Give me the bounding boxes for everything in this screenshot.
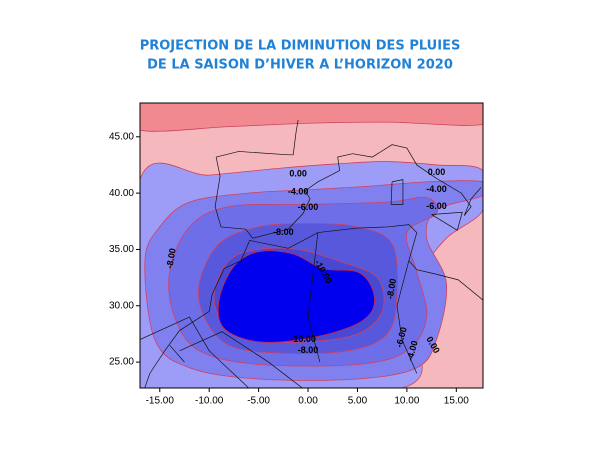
x-tick-label: 0.00 — [298, 396, 318, 407]
contour-label: -10.00 — [290, 334, 316, 344]
y-tick-label: 45.00 — [109, 131, 134, 142]
coastline — [216, 119, 299, 158]
y-tick-label: 40.00 — [109, 188, 134, 199]
plot-area: 0.00 0.00-4.00 -4.00-6.00 -6.00-8.00-8.00 -1… — [109, 102, 484, 407]
x-tick-label: 5.00 — [348, 396, 368, 407]
coastline — [307, 232, 321, 363]
y-tick-label: 30.00 — [109, 300, 134, 311]
contour-label: -8.00 — [385, 278, 398, 300]
contour-band — [217, 250, 375, 343]
contour-label: -4.00 — [288, 186, 309, 196]
chart-title: DE LA SAISON D’HIVER A L’HORIZON 2020 — [147, 58, 453, 73]
x-tick-label: -10.00 — [195, 396, 224, 407]
chart-title: PROJECTION DE LA DIMINUTION DES PLUIES — [140, 39, 461, 54]
y-tick-label: 25.00 — [109, 357, 134, 368]
contour-band — [140, 103, 483, 132]
contour-label: 0.00 — [289, 168, 307, 178]
coastline — [169, 344, 185, 363]
plot-border — [139, 102, 484, 389]
coastline — [140, 316, 249, 388]
coastline — [214, 144, 482, 239]
contour-label: -8.00 — [164, 247, 177, 269]
contour-label: 0.00 — [428, 167, 446, 177]
x-tick-label: 15.00 — [444, 396, 469, 407]
contour-label: -6.00 — [298, 202, 319, 212]
x-tick-label: -5.00 — [247, 396, 270, 407]
contour-label: -6.00 — [426, 201, 447, 211]
contour-label: -4.00 — [426, 184, 447, 194]
y-tick-label: 35.00 — [109, 244, 134, 255]
coastline — [179, 331, 303, 388]
coastline — [390, 179, 404, 205]
coastline — [144, 224, 483, 388]
contour-label: -8.00 — [273, 227, 294, 237]
contour-label: -8.00 — [298, 345, 319, 355]
coastline — [396, 260, 418, 374]
contour-layer: 0.00 0.00-4.00 -4.00-6.00 -6.00-8.00-8.00 -1… — [140, 103, 483, 388]
x-tick-label: 10.00 — [394, 396, 419, 407]
x-tick-label: -15.00 — [146, 396, 175, 407]
coastline — [431, 211, 463, 231]
